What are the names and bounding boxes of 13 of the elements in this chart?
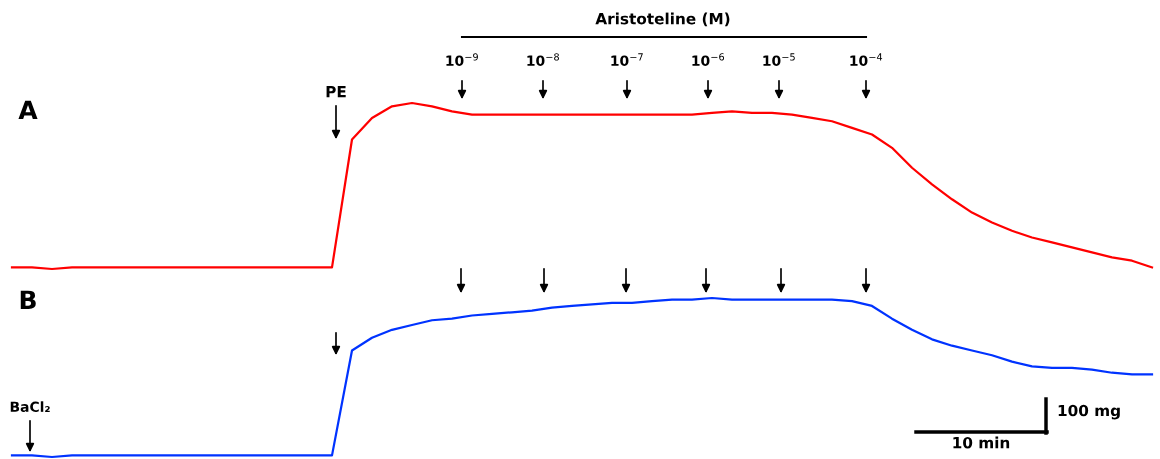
- annotation: 10 min: [953, 436, 1010, 449]
- text: 10$^{−4}$: [850, 53, 883, 66]
- annotation: 100 mg: [1058, 404, 1120, 420]
- text: PE: [326, 86, 346, 98]
- annotation: B: [20, 290, 36, 309]
- text: 10$^{−9}$: [446, 53, 478, 66]
- text: 10$^{−6}$: [692, 53, 725, 66]
- annotation: A: [18, 100, 38, 119]
- text: 10$^{−8}$: [527, 53, 559, 66]
- text: 10$^{−5}$: [763, 53, 795, 66]
- annotation: BaCl₂: [10, 401, 50, 413]
- text: Aristoteline (M): [595, 12, 730, 27]
- text: 10$^{−7}$: [611, 53, 643, 66]
